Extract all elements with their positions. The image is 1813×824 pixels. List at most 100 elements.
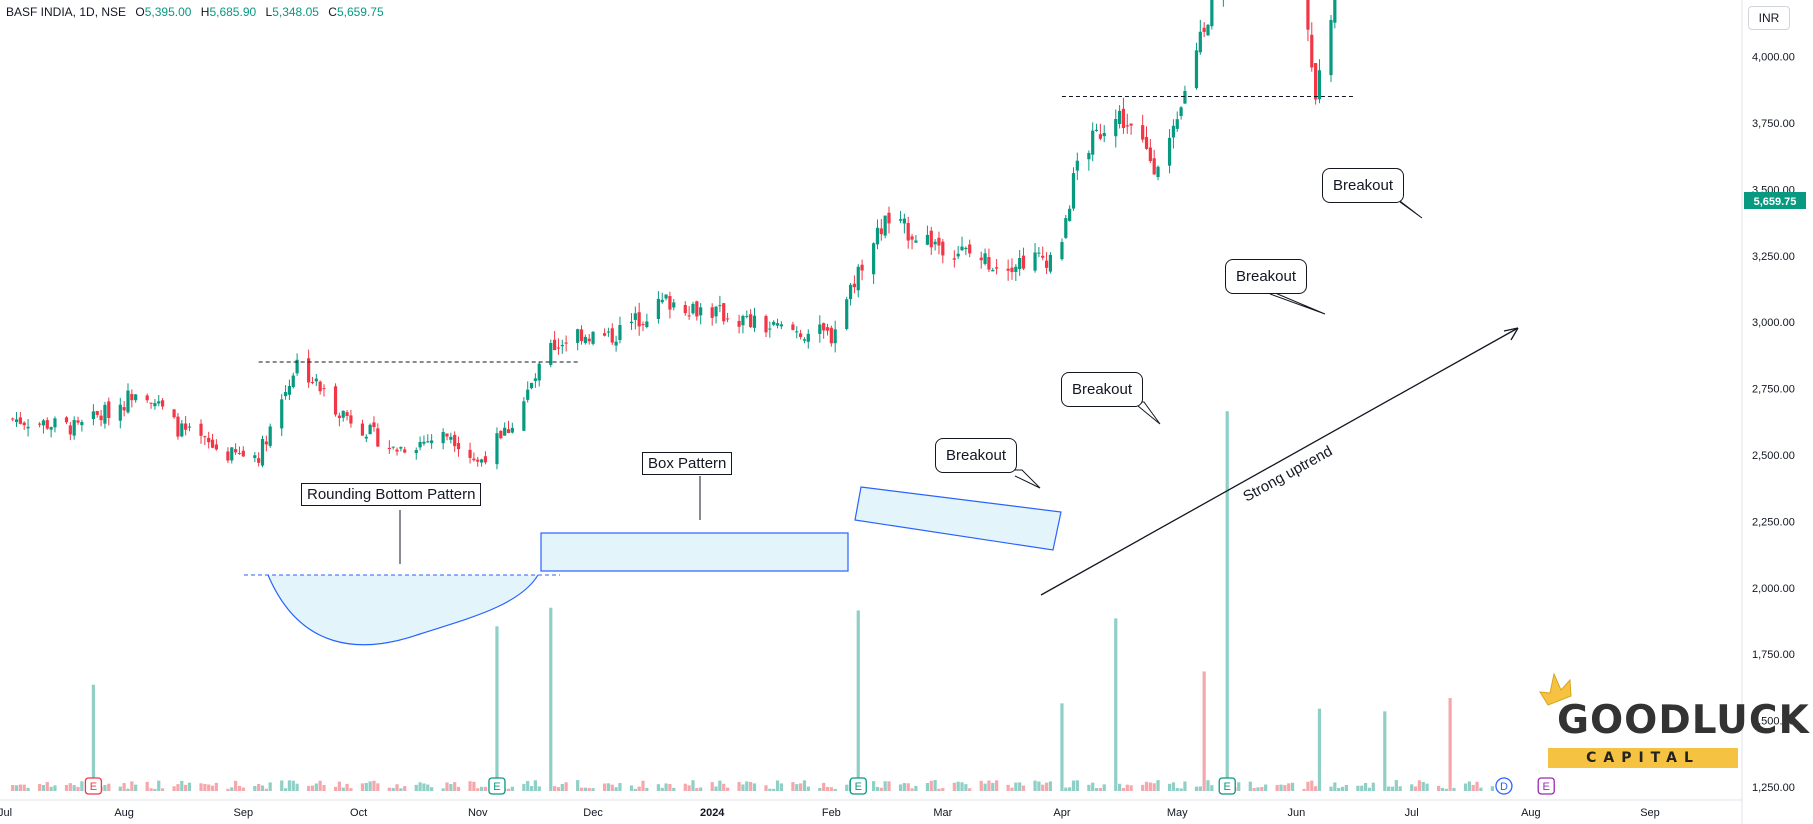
volume-bar [130, 781, 134, 791]
volume-bar [1156, 780, 1160, 791]
volume-bar [933, 780, 937, 791]
volume-bar [395, 784, 399, 791]
volume-bar [160, 788, 165, 791]
candle-body [234, 449, 238, 453]
volume-bar [1490, 786, 1495, 791]
volume-bar [360, 783, 365, 791]
candle-body [345, 412, 349, 416]
volume-bar [902, 783, 906, 791]
volume-bar [1037, 781, 1041, 791]
volume-bar [1175, 788, 1179, 791]
volume-bar [91, 684, 95, 791]
candle-body [1317, 70, 1322, 100]
candle-body [1033, 252, 1037, 271]
volume-bar [1413, 786, 1418, 791]
event-marker-label: E [90, 781, 97, 793]
candle-body [337, 415, 341, 418]
volume-bar [26, 787, 30, 791]
candle-body [725, 318, 730, 320]
y-tick-label: 4,000.00 [1752, 52, 1795, 64]
candle-body [130, 394, 134, 401]
volume-bar [802, 780, 807, 791]
volume-bar [875, 786, 880, 791]
volume-bar [453, 782, 457, 791]
candle-body [18, 417, 22, 424]
volume-bar [476, 788, 480, 791]
volume-bar [157, 780, 161, 791]
volume-bar [1283, 785, 1287, 791]
candle-body [952, 258, 956, 260]
volume-bar [287, 780, 292, 791]
volume-bar [645, 787, 649, 791]
volume-bar [633, 788, 637, 791]
volume-bar [41, 784, 46, 791]
candle-body [1306, 0, 1310, 30]
candle-body [145, 395, 149, 401]
candle-body [660, 299, 664, 303]
candle-body [1075, 160, 1079, 171]
volume-bar [1091, 782, 1095, 791]
volume-bar [579, 787, 584, 791]
volume-bar [349, 788, 353, 791]
candle-body [214, 444, 218, 450]
pattern-drawings [244, 486, 1062, 646]
volume-bar [1048, 781, 1053, 791]
candle-body [602, 333, 607, 336]
candle-body [22, 422, 26, 426]
candle-body [210, 439, 215, 448]
volume-bar [376, 783, 380, 791]
candle-body [906, 222, 910, 241]
volume-bar [237, 785, 242, 791]
candle-body [583, 336, 587, 344]
volume-bar [618, 783, 622, 791]
goodluck-capital-logo: GOODLUCK CAPITAL [1539, 672, 1809, 772]
volume-bar [18, 784, 22, 791]
volume-bar [683, 783, 687, 791]
candle-body [683, 305, 687, 314]
volume-bar [1194, 786, 1199, 791]
volume-bar [310, 785, 315, 791]
y-tick-label: 3,000.00 [1752, 317, 1795, 329]
volume-bar [214, 782, 218, 791]
candle-body [1006, 268, 1010, 271]
candle-body [1064, 218, 1068, 238]
low-value: 5,348.05 [272, 5, 319, 19]
volume-bar [987, 780, 991, 791]
candle-body [287, 385, 292, 395]
currency-button[interactable]: INR [1748, 6, 1790, 30]
volume-bar [291, 780, 295, 791]
volume-bar [1114, 618, 1118, 791]
candle-body [203, 436, 207, 438]
candle-body [576, 329, 580, 343]
trend-arrow [1040, 327, 1519, 596]
symbol-label: BASF INDIA, 1D, NSE [6, 5, 127, 19]
volume-bar [318, 780, 322, 791]
volume-bar [668, 784, 672, 791]
candle-body [964, 247, 968, 250]
x-tick-label: Aug [1521, 807, 1541, 819]
volume-bar [741, 784, 745, 791]
candle-body [968, 244, 972, 254]
candle-body [798, 333, 803, 337]
candle-body [910, 236, 914, 240]
volume-bar [883, 781, 887, 791]
volume-bar [725, 787, 730, 791]
candle-body [283, 392, 288, 397]
candle-body [1060, 242, 1064, 260]
logo-name: GOODLUCK [1557, 698, 1810, 743]
volume-bar [1075, 780, 1079, 791]
volume-bar [1317, 708, 1322, 791]
volume-bar [1410, 784, 1414, 791]
volume-bar [856, 610, 860, 791]
volume-bar [1337, 787, 1341, 791]
volume-bar [737, 782, 741, 791]
candle-body [1175, 119, 1179, 129]
candle-body [1121, 108, 1126, 129]
event-marker-label: E [1224, 781, 1231, 793]
volume-bar [1383, 711, 1387, 791]
volume-bar [1041, 784, 1045, 791]
x-tick-label: Mar [933, 807, 952, 819]
x-tick-label: 2024 [700, 807, 725, 819]
volume-bar [257, 784, 261, 791]
